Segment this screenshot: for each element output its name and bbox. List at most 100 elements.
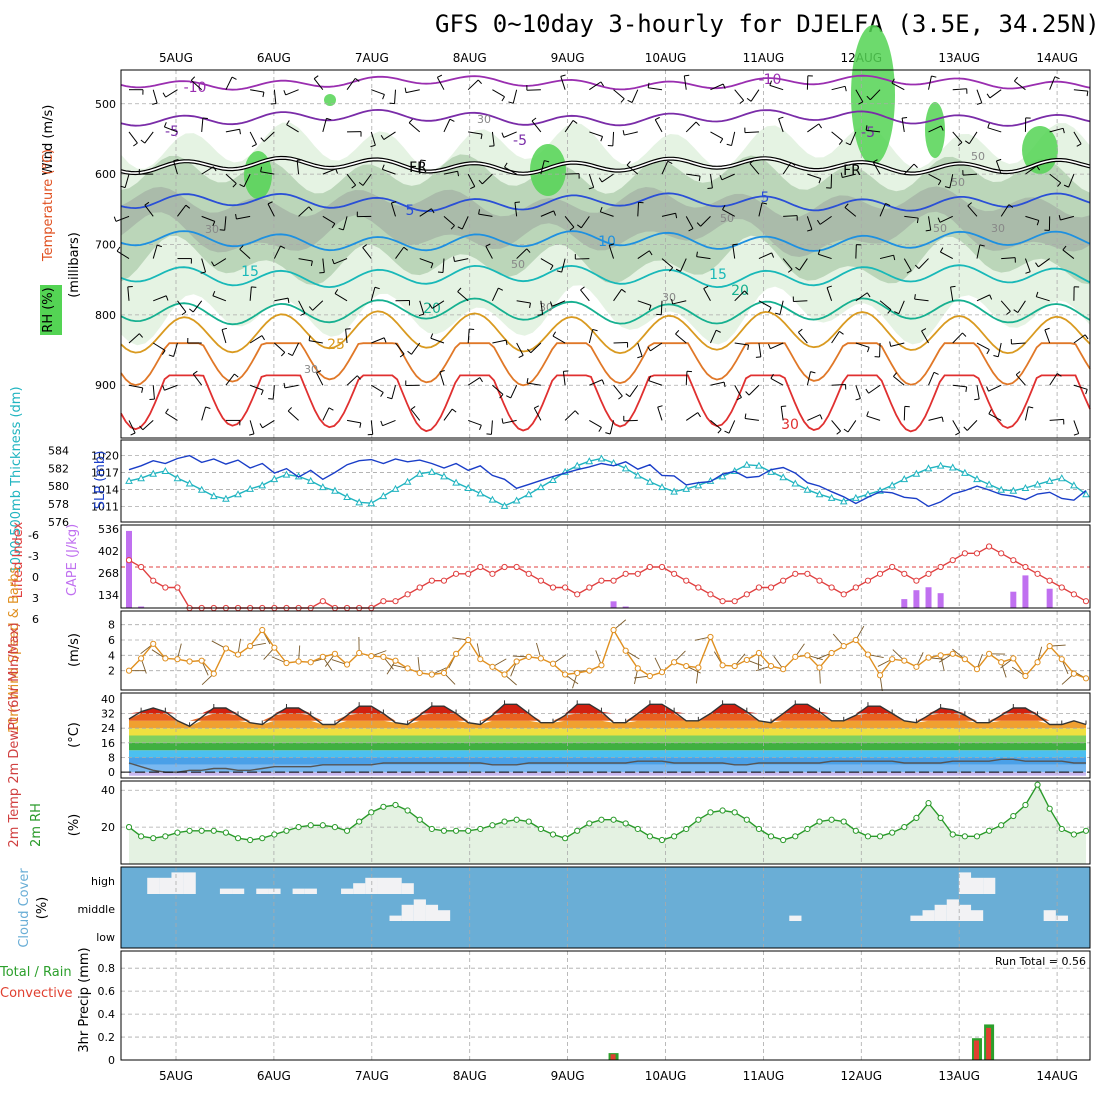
thickness-line-point — [621, 464, 630, 472]
wind-barb-flag — [925, 229, 931, 232]
lifted-index-line-point — [985, 543, 993, 550]
wind-barb — [868, 384, 881, 394]
wind-barb-flag — [163, 122, 167, 128]
wind-barb-flag — [326, 117, 332, 121]
wind-barb — [685, 216, 694, 229]
wind-barb — [988, 413, 1002, 421]
wind-barb — [370, 420, 374, 435]
wind-speed-line-point — [719, 662, 726, 669]
wind-barb — [285, 89, 299, 96]
wind-barb-flag — [382, 94, 385, 100]
wind-barb — [589, 131, 603, 137]
wind-barb-flag — [781, 405, 787, 408]
thickness-line-point — [331, 486, 339, 494]
rh2m-line-point — [1022, 801, 1029, 809]
wind-barb — [1073, 89, 1088, 92]
wind-barb — [700, 216, 711, 227]
wind-barb-flag — [600, 81, 605, 87]
wind-barb — [173, 342, 178, 357]
wind-barb-flag — [501, 96, 505, 102]
wind-barb-flag — [308, 335, 311, 341]
wind-barb — [430, 337, 445, 344]
wind-barb — [904, 215, 919, 219]
rh-contour-label: 50 — [720, 212, 734, 225]
wind-barb-flag — [190, 76, 196, 81]
wind-barb — [274, 297, 289, 302]
wind-barb — [390, 202, 396, 217]
wind-barb-flag — [501, 132, 505, 138]
temp-tick: 24 — [101, 722, 115, 735]
wind-barb — [443, 170, 458, 175]
wind-barb — [891, 82, 905, 91]
wind-barb-flag — [165, 295, 169, 301]
wind-speed-line-point — [586, 667, 593, 674]
wind-barb-flag — [267, 201, 273, 205]
thickness-line-point — [537, 483, 545, 491]
wind-barb-flag — [212, 221, 216, 227]
temperature-axis-label: Temperature (°C) — [41, 149, 56, 262]
wind-barb — [952, 131, 963, 143]
wind-barb — [383, 131, 396, 140]
thickness-line-point — [1009, 486, 1018, 494]
wind-barb — [395, 246, 405, 259]
wind-barb — [443, 119, 451, 133]
precip-tick: 0 — [108, 1054, 115, 1067]
high-cloud-block — [401, 883, 414, 894]
wind-barb — [533, 407, 542, 421]
mid-cloud-block — [946, 899, 959, 921]
rh-contour-label: 50 — [511, 258, 525, 271]
wind-barb — [748, 384, 760, 396]
wind-barb-flag — [845, 142, 851, 146]
wind-barb — [249, 131, 257, 145]
slp-tick: 1020 — [91, 450, 119, 463]
thickness-line-point — [1021, 483, 1030, 492]
wind-barb — [758, 202, 763, 217]
wind-barb-flag — [504, 162, 508, 168]
thickness-line-point — [185, 479, 194, 487]
cape-bar — [1022, 575, 1029, 608]
lifted-index-line-point — [695, 584, 702, 591]
lifted-index-line-point — [477, 563, 484, 571]
wind-barb-flag — [534, 405, 540, 409]
wind-barb — [589, 379, 603, 386]
thickness-line-point — [585, 457, 594, 465]
wind-barb-flag — [283, 382, 286, 388]
wind-barb — [530, 342, 542, 354]
slp-tick: 1011 — [91, 500, 119, 513]
wind-barb-flag — [719, 138, 724, 144]
high-cloud-block — [147, 877, 160, 894]
thickness-line-point — [658, 483, 666, 491]
wind-speed-line-point — [186, 658, 193, 665]
rh2m-line-point — [1046, 805, 1053, 812]
rh2m-line-point — [937, 814, 944, 821]
wind-barb — [221, 329, 227, 344]
thickness-line-point — [1082, 490, 1090, 498]
wind-barb — [249, 420, 255, 435]
mid-cloud-block — [789, 915, 802, 921]
wind-barb — [903, 258, 912, 271]
rh2m-line-point — [174, 829, 181, 836]
high-cloud-block — [365, 877, 378, 894]
wind-barb-flag — [707, 187, 713, 190]
wind-barb — [552, 335, 566, 344]
wind-barb — [721, 173, 735, 181]
wind-barb-flag — [251, 286, 257, 288]
wind-barb — [879, 254, 894, 260]
wind-tick: 2 — [108, 665, 115, 678]
rh2m-line-point — [380, 803, 387, 810]
lifted-index-line-point — [525, 570, 532, 577]
wind-barb-flag — [431, 208, 435, 214]
date-label-bottom: 11AUG — [743, 1069, 785, 1083]
wind-barb-flag — [518, 354, 524, 359]
rh2m-unit-label: (%) — [67, 814, 82, 837]
wind-barb-flag — [280, 245, 286, 249]
date-label-bottom: 6AUG — [257, 1069, 291, 1083]
wind-barb — [346, 78, 356, 90]
wind-barb-flag — [380, 135, 385, 140]
wind-barb — [949, 174, 954, 188]
lifted-index-line-point — [949, 557, 956, 564]
wind-barb-flag — [192, 370, 198, 375]
thickness-line-point — [573, 461, 582, 469]
wind-barb — [173, 160, 178, 175]
high-cloud-block — [292, 888, 305, 894]
